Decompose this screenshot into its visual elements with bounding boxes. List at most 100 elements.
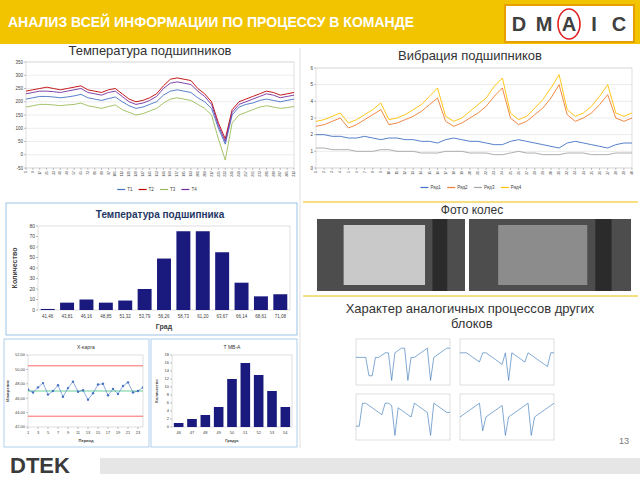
tick-label: 22: [484, 171, 488, 175]
photo-caption: Фото колес: [441, 203, 503, 217]
tick-label: 305: [285, 171, 289, 177]
marker: [102, 383, 104, 385]
tick-label: 169: [168, 171, 172, 177]
tick-label: 18: [165, 352, 170, 357]
tick-mark: [118, 427, 119, 429]
bar: [241, 363, 251, 427]
tick-mark: [445, 168, 446, 170]
tick-label: 33: [52, 171, 56, 175]
tick-label: 36: [598, 171, 602, 175]
marker: [47, 393, 49, 395]
tick-label: 200: [15, 99, 23, 104]
marks: [356, 348, 450, 380]
marker: [28, 388, 29, 390]
tick-label: 257: [244, 171, 248, 177]
category-label: 52: [256, 430, 261, 435]
tick-mark: [421, 168, 422, 170]
tick-mark: [170, 395, 172, 396]
tick-mark: [26, 427, 28, 428]
tick-mark: [494, 168, 495, 170]
tick-mark: [575, 168, 576, 170]
tick-label: 81: [93, 171, 97, 175]
tick-mark: [38, 427, 39, 429]
marks: [28, 366, 143, 416]
category-label: 43,81: [61, 314, 73, 319]
tick-label: 19: [460, 171, 464, 175]
dmaic-letter: I: [591, 13, 597, 35]
tick-mark: [502, 168, 503, 170]
tick-mark: [115, 168, 116, 170]
tick-label: 1: [314, 171, 318, 173]
tick-mark: [273, 168, 274, 170]
marker: [62, 396, 64, 398]
tick-label: 3: [330, 171, 334, 173]
tick-mark: [48, 427, 49, 429]
tick-mark: [67, 168, 68, 170]
tick-label: 49: [65, 171, 69, 175]
tick-mark: [534, 168, 535, 170]
bar: [273, 294, 287, 310]
tick-mark: [314, 134, 316, 135]
tick-label: 1: [24, 171, 28, 173]
tick-mark: [324, 168, 325, 170]
tick-mark: [163, 168, 164, 170]
legend-label: T2: [149, 187, 155, 192]
page-number: 13: [619, 436, 629, 446]
tick-mark: [380, 168, 381, 170]
tick-label: 201: [196, 171, 200, 177]
tick-mark: [510, 168, 511, 170]
tick-mark: [332, 168, 333, 170]
tick-label: 6: [167, 400, 170, 405]
tick-mark: [36, 236, 38, 237]
tick-mark: [170, 419, 172, 420]
category-label: 47: [190, 430, 195, 435]
tick-mark: [156, 168, 157, 170]
tick-mark: [591, 168, 592, 170]
tick-label: 33: [573, 171, 577, 175]
tick-mark: [36, 268, 38, 269]
tick-label: 11: [395, 171, 399, 175]
tick-mark: [68, 427, 69, 429]
series-line: [28, 391, 143, 392]
tick-label: 57: [72, 171, 76, 175]
marker: [42, 382, 44, 384]
legend-swatch: [474, 187, 482, 188]
tick-mark: [88, 427, 89, 429]
tick-mark: [542, 168, 543, 170]
tick-label: 97: [107, 171, 111, 175]
tick-label: 12: [403, 171, 407, 175]
photo: [469, 219, 631, 291]
tick-mark: [356, 168, 357, 170]
dmaic-box: [505, 5, 634, 42]
tick-mark: [26, 369, 28, 370]
tick-mark: [36, 247, 38, 248]
tick-label: 0: [167, 424, 170, 429]
series-line: [316, 75, 632, 123]
tick-mark: [294, 168, 295, 170]
tick-mark: [583, 168, 584, 170]
tick-label: 2: [310, 132, 313, 137]
tick-label: 2: [322, 171, 326, 173]
marker: [127, 381, 129, 383]
tick-label: 150: [15, 113, 23, 118]
tick-label: 233: [223, 171, 227, 177]
tick-mark: [190, 168, 191, 170]
tick-label: 32: [565, 171, 569, 175]
legend-label: Ряд1: [430, 185, 441, 190]
bar: [187, 419, 197, 427]
tick-mark: [550, 168, 551, 170]
marker: [77, 391, 79, 393]
photo-detail: [595, 219, 611, 291]
marker: [52, 390, 54, 392]
tick-mark: [26, 168, 27, 170]
tick-label: 4: [310, 99, 313, 104]
tick-label: 193: [189, 171, 193, 177]
panel-border: [4, 339, 149, 447]
bar: [174, 423, 184, 427]
series-line: [26, 82, 294, 142]
tick-mark: [314, 101, 316, 102]
photo-detail: [498, 225, 587, 285]
tick-mark: [461, 168, 462, 170]
tick-label: 289: [272, 171, 276, 177]
tick-mark: [28, 427, 29, 429]
